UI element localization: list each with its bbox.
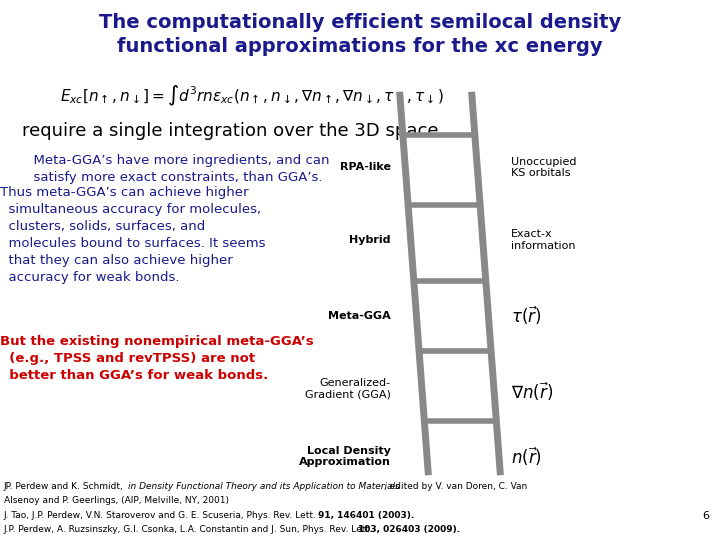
Text: 103, 026403 (2009).: 103, 026403 (2009).	[358, 525, 460, 535]
Text: Hybrid: Hybrid	[349, 235, 391, 245]
Text: 6: 6	[702, 511, 709, 521]
Text: in Density Functional Theory and its Application to Materials: in Density Functional Theory and its App…	[128, 482, 400, 491]
Text: Alsenoy and P. Geerlings, (AIP, Melville, NY, 2001): Alsenoy and P. Geerlings, (AIP, Melville…	[4, 496, 229, 505]
Text: Meta-GGA: Meta-GGA	[328, 311, 391, 321]
Text: Meta-GGA’s have more ingredients, and can
  satisfy more exact constraints, than: Meta-GGA’s have more ingredients, and ca…	[25, 154, 330, 184]
Text: Unoccupied
KS orbitals: Unoccupied KS orbitals	[511, 157, 577, 178]
Text: But the existing nonempirical meta-GGA’s
  (e.g., TPSS and revTPSS) are not
  be: But the existing nonempirical meta-GGA’s…	[0, 335, 314, 382]
Text: , edited by V. van Doren, C. Van: , edited by V. van Doren, C. Van	[384, 482, 527, 491]
Text: J. Tao, J.P. Perdew, V.N. Staroverov and G. E. Scuseria, Phys. Rev. Lett.: J. Tao, J.P. Perdew, V.N. Staroverov and…	[4, 511, 320, 520]
Text: RPA-like: RPA-like	[340, 163, 391, 172]
Text: $n(\vec{r})$: $n(\vec{r})$	[511, 445, 542, 468]
Text: $E_{xc}[n_{\uparrow},n_{\downarrow}] = \int d^3rn\varepsilon_{xc}(n_{\uparrow},n: $E_{xc}[n_{\uparrow},n_{\downarrow}] = \…	[60, 84, 444, 108]
Text: Local Density
Approximation: Local Density Approximation	[299, 446, 391, 467]
Text: $\nabla n(\vec{r})$: $\nabla n(\vec{r})$	[511, 380, 553, 403]
Text: Generalized-
Gradient (GGA): Generalized- Gradient (GGA)	[305, 378, 391, 400]
Text: JP. Perdew and K. Schmidt,: JP. Perdew and K. Schmidt,	[4, 482, 126, 491]
Text: require a single integration over the 3D space.: require a single integration over the 3D…	[22, 122, 444, 139]
Text: $\tau(\vec{r})$: $\tau(\vec{r})$	[511, 305, 541, 327]
Text: J.P. Perdew, A. Ruzsinszky, G.I. Csonka, L.A. Constantin and J. Sun, Phys. Rev. : J.P. Perdew, A. Ruzsinszky, G.I. Csonka,…	[4, 525, 375, 535]
Text: 91, 146401 (2003).: 91, 146401 (2003).	[318, 511, 415, 520]
Text: Exact-x
information: Exact-x information	[511, 230, 576, 251]
Text: The computationally efficient semilocal density
functional approximations for th: The computationally efficient semilocal …	[99, 14, 621, 56]
Text: Thus meta-GGA’s can achieve higher
  simultaneous accuracy for molecules,
  clus: Thus meta-GGA’s can achieve higher simul…	[0, 186, 266, 284]
